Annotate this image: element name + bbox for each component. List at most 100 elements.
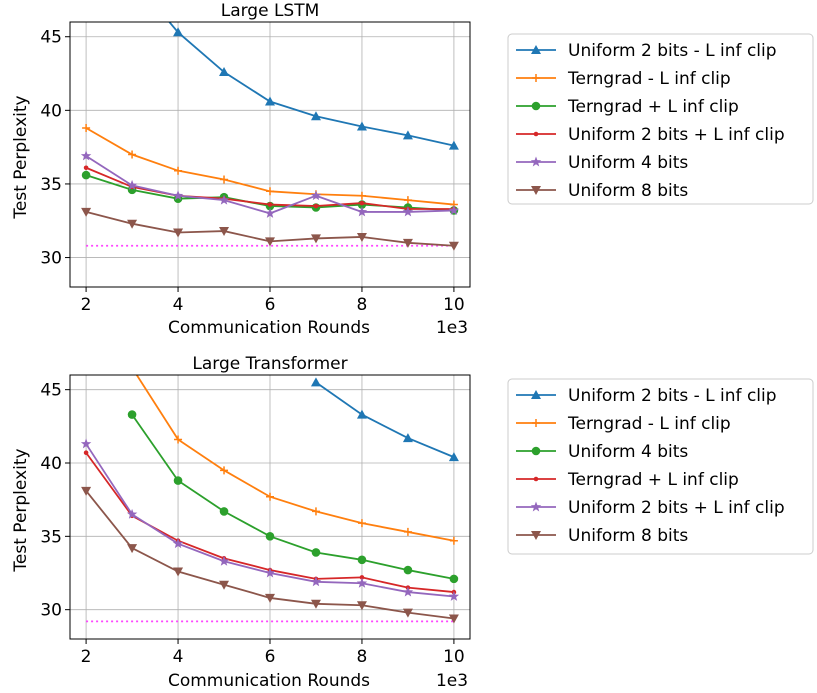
y-axis-label: Test Perplexity	[11, 95, 31, 219]
data-point	[356, 232, 367, 242]
axis-ticks: 2 4 6 8 10 30 35 40 45	[40, 28, 464, 315]
data-point	[127, 544, 138, 554]
series-uniform-2-bits-l-inf-clip	[168, 22, 459, 150]
data-point	[402, 238, 413, 248]
data-point	[357, 519, 366, 528]
data-point	[81, 170, 91, 180]
data-point	[359, 200, 365, 206]
y-tick-label: 35	[40, 175, 62, 195]
data-point	[219, 580, 230, 590]
legend-item: Uniform 2 bits - L inf clip	[516, 386, 777, 406]
legend-label: Terngrad + L inf clip	[567, 97, 739, 117]
legend-label: Terngrad - L inf clip	[567, 414, 731, 434]
data-point	[448, 241, 459, 251]
x-tick-label: 2	[81, 647, 92, 667]
data-point	[218, 194, 230, 205]
chart-title: Large LSTM	[221, 1, 320, 21]
x-axis-label: Communication Rounds	[168, 318, 370, 338]
axis-ticks: 2 4 6 8 10 30 35 40 45	[40, 381, 464, 667]
data-point	[267, 202, 273, 207]
data-point	[402, 206, 414, 217]
x-tick-label: 6	[265, 647, 276, 667]
legend-marker	[532, 74, 540, 82]
data-point	[174, 435, 183, 444]
data-point	[220, 466, 229, 475]
x-tick-label: 8	[357, 647, 368, 667]
legend: Uniform 2 bits - L inf clip Terngrad - L …	[507, 378, 814, 555]
legend-marker	[530, 156, 542, 167]
legend-item: Uniform 8 bits	[516, 526, 688, 546]
data-point	[448, 614, 459, 624]
data-point	[448, 204, 460, 215]
data-point	[403, 196, 412, 205]
x-tick-label: 6	[265, 295, 276, 315]
data-point	[357, 191, 366, 200]
legend-label: Uniform 8 bits	[568, 526, 688, 546]
series-uniform-4-bits	[80, 150, 460, 218]
data-point	[357, 555, 367, 565]
legend-label: Uniform 2 bits - L inf clip	[568, 41, 777, 61]
data-point	[127, 410, 137, 419]
data-point	[265, 593, 275, 603]
legend-label: Uniform 4 bits	[568, 442, 688, 462]
series-uniform-8-bits	[81, 486, 459, 624]
legend-marker	[531, 531, 541, 540]
x-tick-label: 10	[443, 295, 465, 315]
legend-item: Terngrad - L inf clip	[516, 69, 731, 89]
legend-item: Uniform 4 bits	[516, 153, 688, 173]
data-point	[126, 508, 138, 519]
x-tick-label: 4	[173, 647, 184, 667]
y-axis-label: Test Perplexity	[11, 448, 31, 572]
data-point	[311, 507, 320, 516]
series-line	[315, 381, 455, 458]
data-point	[173, 476, 183, 485]
series-uniform-4-bits	[127, 410, 459, 584]
data-point	[310, 599, 321, 609]
data-point	[449, 536, 458, 545]
data-point	[219, 67, 230, 77]
legend-item: Uniform 2 bits + L inf clip	[516, 498, 785, 518]
data-point	[311, 548, 321, 557]
data-point	[264, 207, 276, 218]
series-uniform-2-bits-l-inf-clip	[310, 377, 459, 462]
data-point	[449, 574, 459, 584]
legend-marker	[533, 131, 539, 137]
y-tick-label: 40	[40, 101, 62, 121]
data-point	[83, 165, 89, 171]
series-line	[168, 22, 455, 147]
series-terngrad-l-inf-clip	[135, 375, 458, 545]
x-axis-offset-label: 1e3	[436, 671, 468, 691]
data-point	[173, 228, 184, 238]
legend-label: Uniform 4 bits	[568, 153, 688, 173]
x-tick-label: 4	[173, 295, 184, 315]
series-uniform-8-bits	[81, 207, 459, 251]
legend-marker	[531, 45, 541, 54]
data-point	[310, 576, 322, 587]
chart-title: Large Transformer	[192, 354, 347, 374]
data-point	[403, 527, 412, 536]
data-point	[402, 130, 413, 140]
legend-item: Uniform 8 bits	[516, 181, 688, 201]
data-point	[402, 433, 413, 443]
data-point	[266, 187, 274, 196]
data-point	[219, 507, 229, 516]
x-tick-label: 2	[81, 295, 92, 315]
data-point	[310, 190, 322, 201]
legend-item: Uniform 2 bits - L inf clip	[516, 41, 777, 61]
legend-marker	[533, 476, 539, 482]
legend-marker	[531, 186, 541, 195]
data-point	[174, 166, 183, 175]
data-point	[127, 219, 138, 229]
legend-label: Uniform 2 bits - L inf clip	[568, 386, 777, 406]
legend-marker	[532, 419, 540, 427]
data-point	[172, 538, 184, 549]
data-point	[81, 486, 92, 496]
series-line	[135, 375, 455, 542]
data-point	[356, 409, 367, 419]
x-tick-label: 8	[357, 295, 368, 315]
data-point	[356, 601, 367, 611]
x-tick-label: 10	[443, 647, 465, 667]
data-point	[220, 175, 229, 184]
legend-label: Uniform 2 bits + L inf clip	[568, 498, 785, 518]
